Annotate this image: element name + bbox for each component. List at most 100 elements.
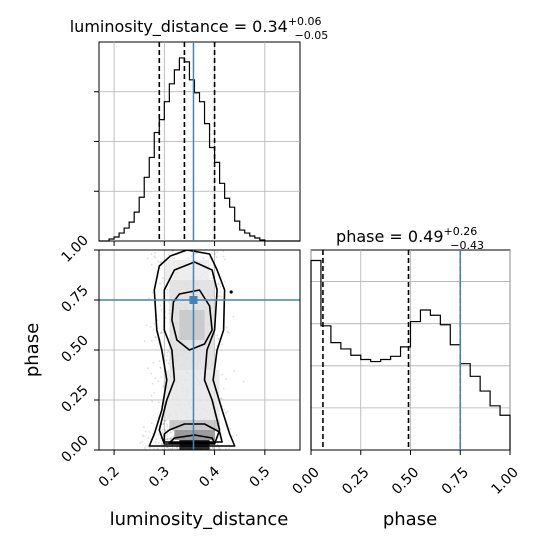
scatter-point [217, 337, 219, 340]
scatter-point [155, 438, 158, 440]
luminosity-distance-title-main: luminosity_distance = 0.34 [70, 17, 288, 37]
phase-y-ticks: 0.00 0.25 0.50 0.75 1.00 [58, 232, 99, 466]
scatter-point [212, 446, 214, 449]
scatter-point [164, 430, 167, 432]
scatter-point [171, 447, 174, 450]
scatter-point [160, 332, 162, 334]
scatter-point [162, 423, 165, 425]
luminosity-distance-title-plus: +0.06 [288, 15, 322, 28]
scatter-point [166, 423, 169, 426]
scatter-point [147, 437, 150, 439]
scatter-point [222, 255, 225, 258]
scatter-point [221, 343, 224, 346]
scatter-point [150, 422, 153, 425]
scatter-point [166, 294, 169, 297]
grid-top [94, 42, 300, 246]
scatter-point [160, 443, 163, 446]
scatter-point [202, 257, 205, 260]
scatter-point [157, 401, 160, 404]
phase-title-minus: −0.43 [450, 239, 484, 252]
scatter-point [166, 355, 169, 357]
scatter-point [152, 361, 155, 364]
phase-title-plus: +0.26 [444, 225, 478, 238]
scatter-point [209, 257, 212, 260]
scatter-point [169, 447, 172, 450]
contour-1 [158, 261, 221, 445]
scatter-point [162, 422, 165, 425]
scatter-point [162, 277, 165, 280]
scatter-point [153, 392, 155, 394]
scatter-point [152, 328, 155, 331]
scatter-point [213, 252, 216, 255]
scatter-point [149, 437, 152, 440]
scatter-point [143, 447, 146, 449]
density-cell-4 [169, 420, 220, 430]
scatter-point [152, 291, 155, 294]
truth-marker [189, 296, 198, 304]
phase-y-axis-label: phase [22, 323, 43, 377]
scatter-point [166, 425, 169, 428]
scatter-point [160, 260, 163, 263]
scatter-point [139, 441, 142, 444]
scatter-point [164, 429, 167, 431]
phase-title-main: phase = 0.49 [336, 227, 443, 246]
scatter-point [222, 250, 225, 253]
scatter-point [148, 297, 150, 300]
scatter-point [170, 431, 172, 434]
scatter-point [190, 255, 193, 257]
scatter-point [166, 438, 169, 440]
scatter-point [187, 257, 190, 260]
scatter-point [153, 255, 156, 258]
scatter-point [216, 443, 219, 445]
scatter-point [149, 446, 151, 449]
scatter-point [220, 397, 222, 400]
truth-crosshair [99, 250, 300, 450]
scatter-point [193, 253, 196, 255]
scatter-point [212, 266, 215, 269]
scatter-point [151, 400, 154, 402]
scatter-point [161, 428, 164, 431]
scatter-point [150, 326, 152, 328]
luminosity-distance-x-axis-label: luminosity_distance [110, 509, 289, 530]
scatter-point [143, 340, 146, 343]
phase-histogram-steps [310, 259, 511, 450]
scatter-point [226, 410, 229, 412]
scatter-point [154, 377, 157, 380]
scatter-point [161, 431, 164, 434]
scatter-point [168, 431, 171, 434]
scatter-point [154, 440, 157, 443]
contour-isolated-blob [229, 290, 233, 294]
phase-x-axis-label: phase [383, 509, 437, 530]
contour-2 [171, 289, 213, 351]
phase-x-tick-label-0: 0.00 [289, 464, 322, 497]
luminosity-distance-histogram-steps [99, 57, 300, 242]
scatter-point [154, 252, 157, 255]
scatter-point [150, 263, 153, 266]
scatter-point [141, 440, 144, 443]
scatter-point [167, 254, 170, 256]
scatter-point [151, 382, 154, 385]
scatter-point [157, 260, 160, 263]
phase-y-tick-label-4: 1.00 [58, 232, 91, 265]
scatter-point [165, 438, 168, 440]
phase-x-tick-label-2: 0.50 [389, 464, 422, 497]
scatter-point [226, 330, 229, 333]
scatter-point [217, 282, 220, 285]
scatter-point [167, 362, 170, 365]
scatter-point [223, 408, 226, 411]
joint-density-panel: 0.2 0.3 0.4 0.5 0.00 0.25 0.50 0.75 1.00 lumino… [22, 232, 301, 530]
scatter-point [162, 386, 165, 388]
scatter-point [171, 430, 174, 433]
scatter-point [150, 253, 153, 256]
scatter-point [176, 446, 178, 449]
phase-x-ticks: 0.00 0.25 0.50 0.75 1.00 [289, 450, 522, 498]
phase-title: phase = 0.49+0.26 −0.43 [336, 225, 484, 252]
scatter-point [157, 442, 160, 444]
scatter-point [218, 338, 221, 340]
scatter-point [166, 292, 169, 294]
scatter-point [173, 257, 176, 260]
scatter-point [167, 300, 170, 303]
scatter-point [166, 438, 169, 441]
scatter-point [159, 366, 162, 369]
